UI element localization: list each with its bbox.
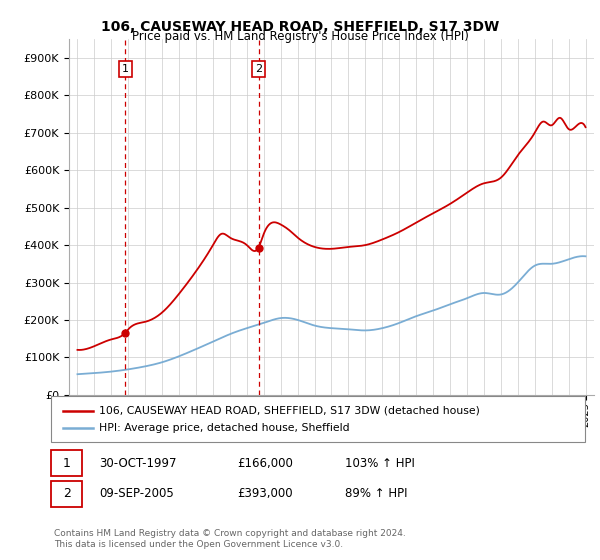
Text: 106, CAUSEWAY HEAD ROAD, SHEFFIELD, S17 3DW: 106, CAUSEWAY HEAD ROAD, SHEFFIELD, S17 … bbox=[101, 20, 499, 34]
Text: 1: 1 bbox=[122, 64, 129, 74]
Text: HPI: Average price, detached house, Sheffield: HPI: Average price, detached house, Shef… bbox=[99, 423, 350, 433]
Text: 30-OCT-1997: 30-OCT-1997 bbox=[99, 456, 176, 470]
Text: 2: 2 bbox=[255, 64, 262, 74]
Text: 106, CAUSEWAY HEAD ROAD, SHEFFIELD, S17 3DW (detached house): 106, CAUSEWAY HEAD ROAD, SHEFFIELD, S17 … bbox=[99, 405, 480, 416]
Text: Price paid vs. HM Land Registry's House Price Index (HPI): Price paid vs. HM Land Registry's House … bbox=[131, 30, 469, 43]
Text: 103% ↑ HPI: 103% ↑ HPI bbox=[345, 456, 415, 470]
Text: 89% ↑ HPI: 89% ↑ HPI bbox=[345, 487, 407, 501]
Text: £393,000: £393,000 bbox=[237, 487, 293, 501]
Text: 2: 2 bbox=[62, 487, 71, 501]
Text: £166,000: £166,000 bbox=[237, 456, 293, 470]
Text: 1: 1 bbox=[62, 456, 71, 470]
Text: Contains HM Land Registry data © Crown copyright and database right 2024.
This d: Contains HM Land Registry data © Crown c… bbox=[54, 529, 406, 549]
Text: 09-SEP-2005: 09-SEP-2005 bbox=[99, 487, 174, 501]
